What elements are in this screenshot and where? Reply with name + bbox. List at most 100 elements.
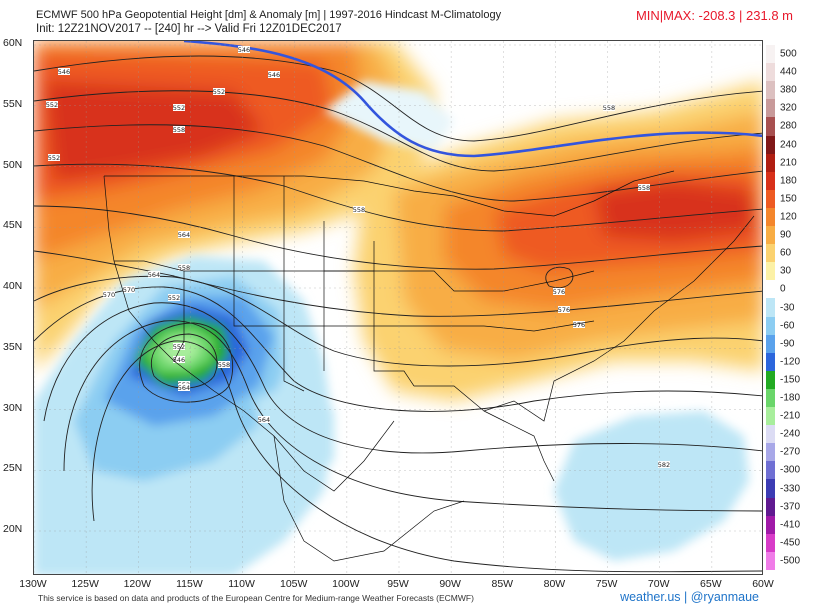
- contour-label: 552: [213, 88, 225, 96]
- lon-label-110W: 110W: [228, 578, 255, 590]
- contour-label: 564: [178, 231, 190, 239]
- colorbar-swatch: [766, 99, 775, 118]
- height-contours: [34, 55, 762, 573]
- lon-label-60W: 60W: [752, 578, 774, 590]
- lon-label-70W: 70W: [647, 578, 670, 590]
- lat-label-40N: 40N: [3, 280, 23, 292]
- colorbar-label: -150: [780, 374, 801, 386]
- contour-label: 564: [178, 384, 190, 392]
- svg-text:546: 546: [58, 68, 70, 76]
- map-panel: 546 546 546 552 552 558 552 552 558 558 564 558 564 5…: [33, 40, 763, 575]
- lat-label-25N: 25N: [3, 462, 23, 475]
- contour-label: 576: [573, 321, 585, 329]
- colorbar-swatch: [766, 497, 775, 517]
- lon-label-130W: 130W: [19, 578, 47, 590]
- colorbar-swatch: [766, 63, 775, 82]
- colorbar-swatch: [766, 443, 775, 462]
- colorbar-swatch: [766, 153, 775, 173]
- svg-text:576: 576: [558, 306, 570, 314]
- colorbar-swatch: [766, 207, 775, 227]
- contour-label: 552: [46, 101, 58, 109]
- contour-label: 558: [218, 361, 230, 369]
- svg-text:570: 570: [123, 286, 135, 294]
- site-credit-link[interactable]: weather.us | @ryanmaue: [620, 590, 759, 604]
- colorbar-label: -500: [780, 555, 801, 567]
- colorbar-label: -370: [780, 501, 801, 513]
- colorbar-swatch: [766, 388, 775, 408]
- contour-label: 564: [148, 271, 160, 279]
- svg-text:564: 564: [178, 384, 190, 392]
- map-subtitle: Init: 12Z21NOV2017 -- [240] hr --> Valid…: [36, 23, 342, 35]
- map-title: ECMWF 500 hPa Geopotential Height [dm] &…: [36, 9, 502, 21]
- contour-label: 558: [178, 264, 190, 272]
- svg-text:552: 552: [48, 154, 60, 162]
- svg-text:552: 552: [173, 343, 185, 351]
- colorbar-swatch: [766, 298, 775, 318]
- colorbar-label: -90: [780, 338, 795, 350]
- colorbar-label: -180: [780, 392, 801, 404]
- lat-lon-grid: [34, 41, 762, 574]
- colorbar-label: -30: [780, 302, 795, 313]
- contour-labels: 546 546 546 552 552 558 552 552 558 558 564 558 564 5…: [46, 46, 670, 469]
- colorbar-swatch: [766, 479, 775, 499]
- contour-label: 558: [638, 184, 650, 192]
- colorbar-swatch: [766, 81, 775, 100]
- lon-label-80W: 80W: [543, 578, 566, 590]
- contour-label: 546: [268, 71, 280, 79]
- contour-label: 546: [58, 68, 70, 76]
- colorbar-swatch: [766, 171, 775, 191]
- svg-text:564: 564: [258, 416, 270, 424]
- lon-label-65W: 65W: [700, 578, 722, 590]
- colorbar-swatch: [766, 244, 775, 263]
- lon-label-115W: 115W: [176, 578, 203, 590]
- contour-label: 570: [123, 286, 135, 294]
- colorbar-swatch: [766, 370, 775, 390]
- contour-label: 582: [658, 461, 670, 469]
- lon-label-125W: 125W: [71, 578, 99, 590]
- lon-label-120W: 120W: [123, 578, 151, 590]
- colorbar-label: -300: [780, 464, 801, 476]
- lon-label-90W: 90W: [439, 578, 461, 590]
- colorbar-swatch: [766, 461, 775, 480]
- lat-label-20N: 20N: [3, 523, 23, 535]
- contour-label: 558: [353, 206, 365, 214]
- contour-label: 552: [48, 154, 60, 162]
- colorbar-label: -210: [780, 410, 801, 422]
- svg-text:558: 558: [638, 184, 650, 192]
- colorbar-swatch: [766, 117, 775, 136]
- svg-text:558: 558: [173, 126, 185, 134]
- svg-text:552: 552: [173, 104, 185, 112]
- colorbar-swatch: [766, 334, 775, 354]
- colorbar-label: 0: [780, 283, 786, 295]
- svg-text:564: 564: [148, 271, 160, 279]
- contour-label: 570: [103, 291, 115, 299]
- colorbar-label: 280: [780, 120, 797, 132]
- svg-text:576: 576: [553, 288, 565, 296]
- contour-label: 546: [238, 46, 250, 54]
- lon-label-95W: 95W: [387, 578, 409, 590]
- colorbar: 500 440 380 320 280 240 210 180 150 120 90 60 30 0 -30…: [766, 40, 812, 575]
- colorbar-swatch: [766, 316, 775, 336]
- contour-label: 558: [603, 104, 615, 112]
- colorbar-label: -410: [780, 519, 801, 531]
- negative-anomaly-south: [554, 411, 749, 561]
- contour-label: 552: [173, 104, 185, 112]
- contour-label: 552: [173, 343, 185, 351]
- thick-540-contour: [183, 41, 762, 158]
- colorbar-swatch: [766, 551, 775, 571]
- anomaly-map: 546 546 546 552 552 558 552 552 558 558 564 558 564 5…: [34, 41, 762, 574]
- colorbar-label: -450: [780, 537, 801, 549]
- lat-label-30N: 30N: [3, 401, 23, 414]
- colorbar-label: -270: [780, 446, 801, 458]
- svg-text:558: 558: [603, 104, 615, 112]
- colorbar-swatch: [766, 533, 775, 553]
- colorbar-label: -60: [780, 320, 795, 332]
- ecmwf-attribution: This service is based on data and produc…: [38, 593, 474, 603]
- colorbar-swatch: [766, 352, 775, 372]
- lat-label-45N: 45N: [3, 219, 23, 232]
- colorbar-swatch: [766, 262, 775, 281]
- contour-label: 552: [168, 294, 180, 302]
- lat-label-55N: 55N: [3, 97, 23, 110]
- svg-text:552: 552: [213, 88, 225, 96]
- colorbar-swatch: [766, 226, 775, 245]
